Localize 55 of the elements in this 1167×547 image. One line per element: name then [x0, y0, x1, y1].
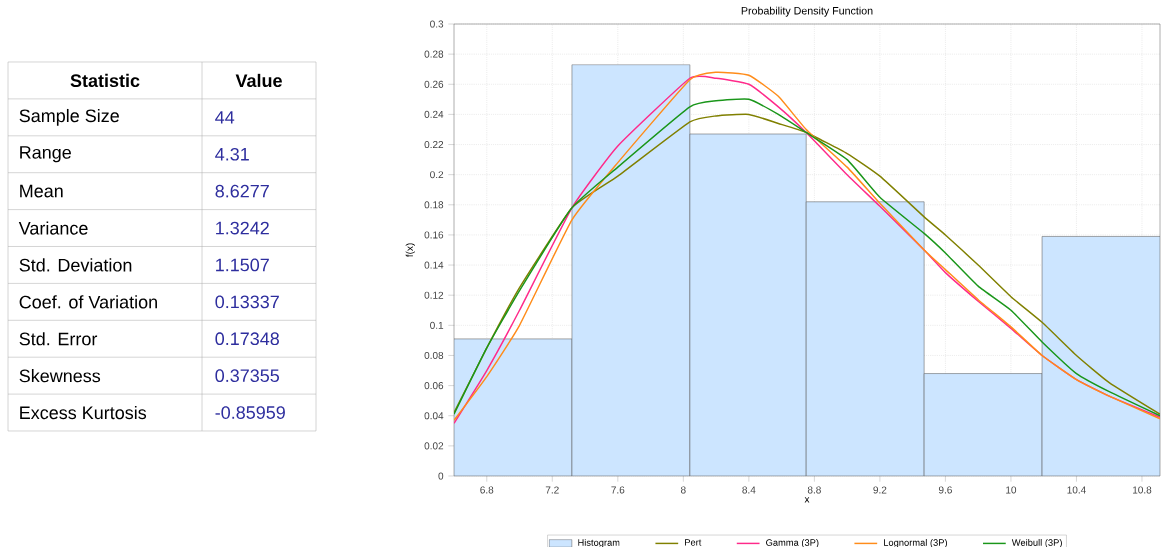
x-tick-label: 6.8 [480, 486, 494, 494]
x-tick-label: 8.4 [742, 486, 756, 494]
y-tick-label: 0.06 [424, 382, 444, 390]
x-tick-label: 9.2 [873, 486, 887, 494]
text: Statistic [70, 73, 140, 88]
data-label: 0.13337 [215, 295, 279, 309]
y-tick-label: 0.14 [424, 261, 444, 269]
category-label: Skewness [19, 369, 101, 383]
y-tick-label: 0.1 [430, 321, 444, 329]
x-tick-label: 10 [1006, 486, 1017, 494]
y-tick-label: 0.24 [424, 110, 444, 118]
y-tick-label: 0.02 [424, 442, 444, 450]
category-label: Range [20, 146, 71, 163]
legend-label: Gamma (3P) [766, 539, 819, 547]
x-tick-label: 10.4 [1067, 486, 1086, 494]
chart-title: Probability Density Function [741, 6, 873, 17]
x-tick-label: 8 [680, 486, 686, 494]
x-tick-label: 7.2 [545, 486, 559, 494]
data-label: 4.31 [215, 147, 249, 161]
data-label: 0.17348 [215, 332, 279, 346]
y-axis-title: f(x) [405, 243, 415, 258]
y-tick-label: 0.18 [424, 201, 444, 209]
y-tick-label: 0.3 [430, 20, 444, 28]
legend-label: Weibull (3P) [1011, 539, 1062, 547]
category-label: Coef. of Variation [19, 295, 157, 309]
category-label: Mean [20, 184, 63, 198]
y-tick-label: 0.12 [424, 291, 444, 299]
data-label: 1.1507 [216, 258, 269, 272]
data-label: -0.85959 [215, 406, 285, 419]
data-label: 8.6277 [215, 184, 269, 198]
legend-label: Histogram [578, 539, 620, 547]
category-label: Sample Size [19, 108, 119, 126]
y-tick-label: 0 [438, 472, 444, 480]
y-tick-label: 0.16 [424, 231, 444, 239]
category-label: Std. Error [19, 332, 98, 346]
y-tick-label: 0.28 [424, 50, 444, 58]
x-axis-title: x [804, 497, 810, 503]
data-label: 44 [215, 111, 235, 124]
legend-label: Pert [685, 539, 702, 546]
category-label: Excess Kurtosis [20, 405, 147, 420]
data-label: 0.37355 [215, 369, 280, 383]
data-label: 1.3242 [216, 221, 269, 235]
x-tick-label: 10.8 [1133, 486, 1152, 494]
text: Value [235, 73, 282, 88]
legend-label: Lognormal (3P) [884, 539, 947, 547]
x-tick-label: 9.6 [938, 486, 952, 494]
x-tick-label: 8.8 [807, 486, 821, 494]
x-tick-label: 7.6 [611, 486, 625, 494]
y-tick-label: 0.26 [424, 80, 444, 88]
category-label: Variance [18, 221, 88, 235]
y-tick-label: 0.2 [430, 171, 444, 179]
y-tick-label: 0.22 [424, 140, 444, 149]
y-tick-label: 0.04 [424, 412, 444, 420]
y-tick-label: 0.08 [424, 351, 444, 360]
category-label: Std. Deviation [19, 258, 132, 272]
